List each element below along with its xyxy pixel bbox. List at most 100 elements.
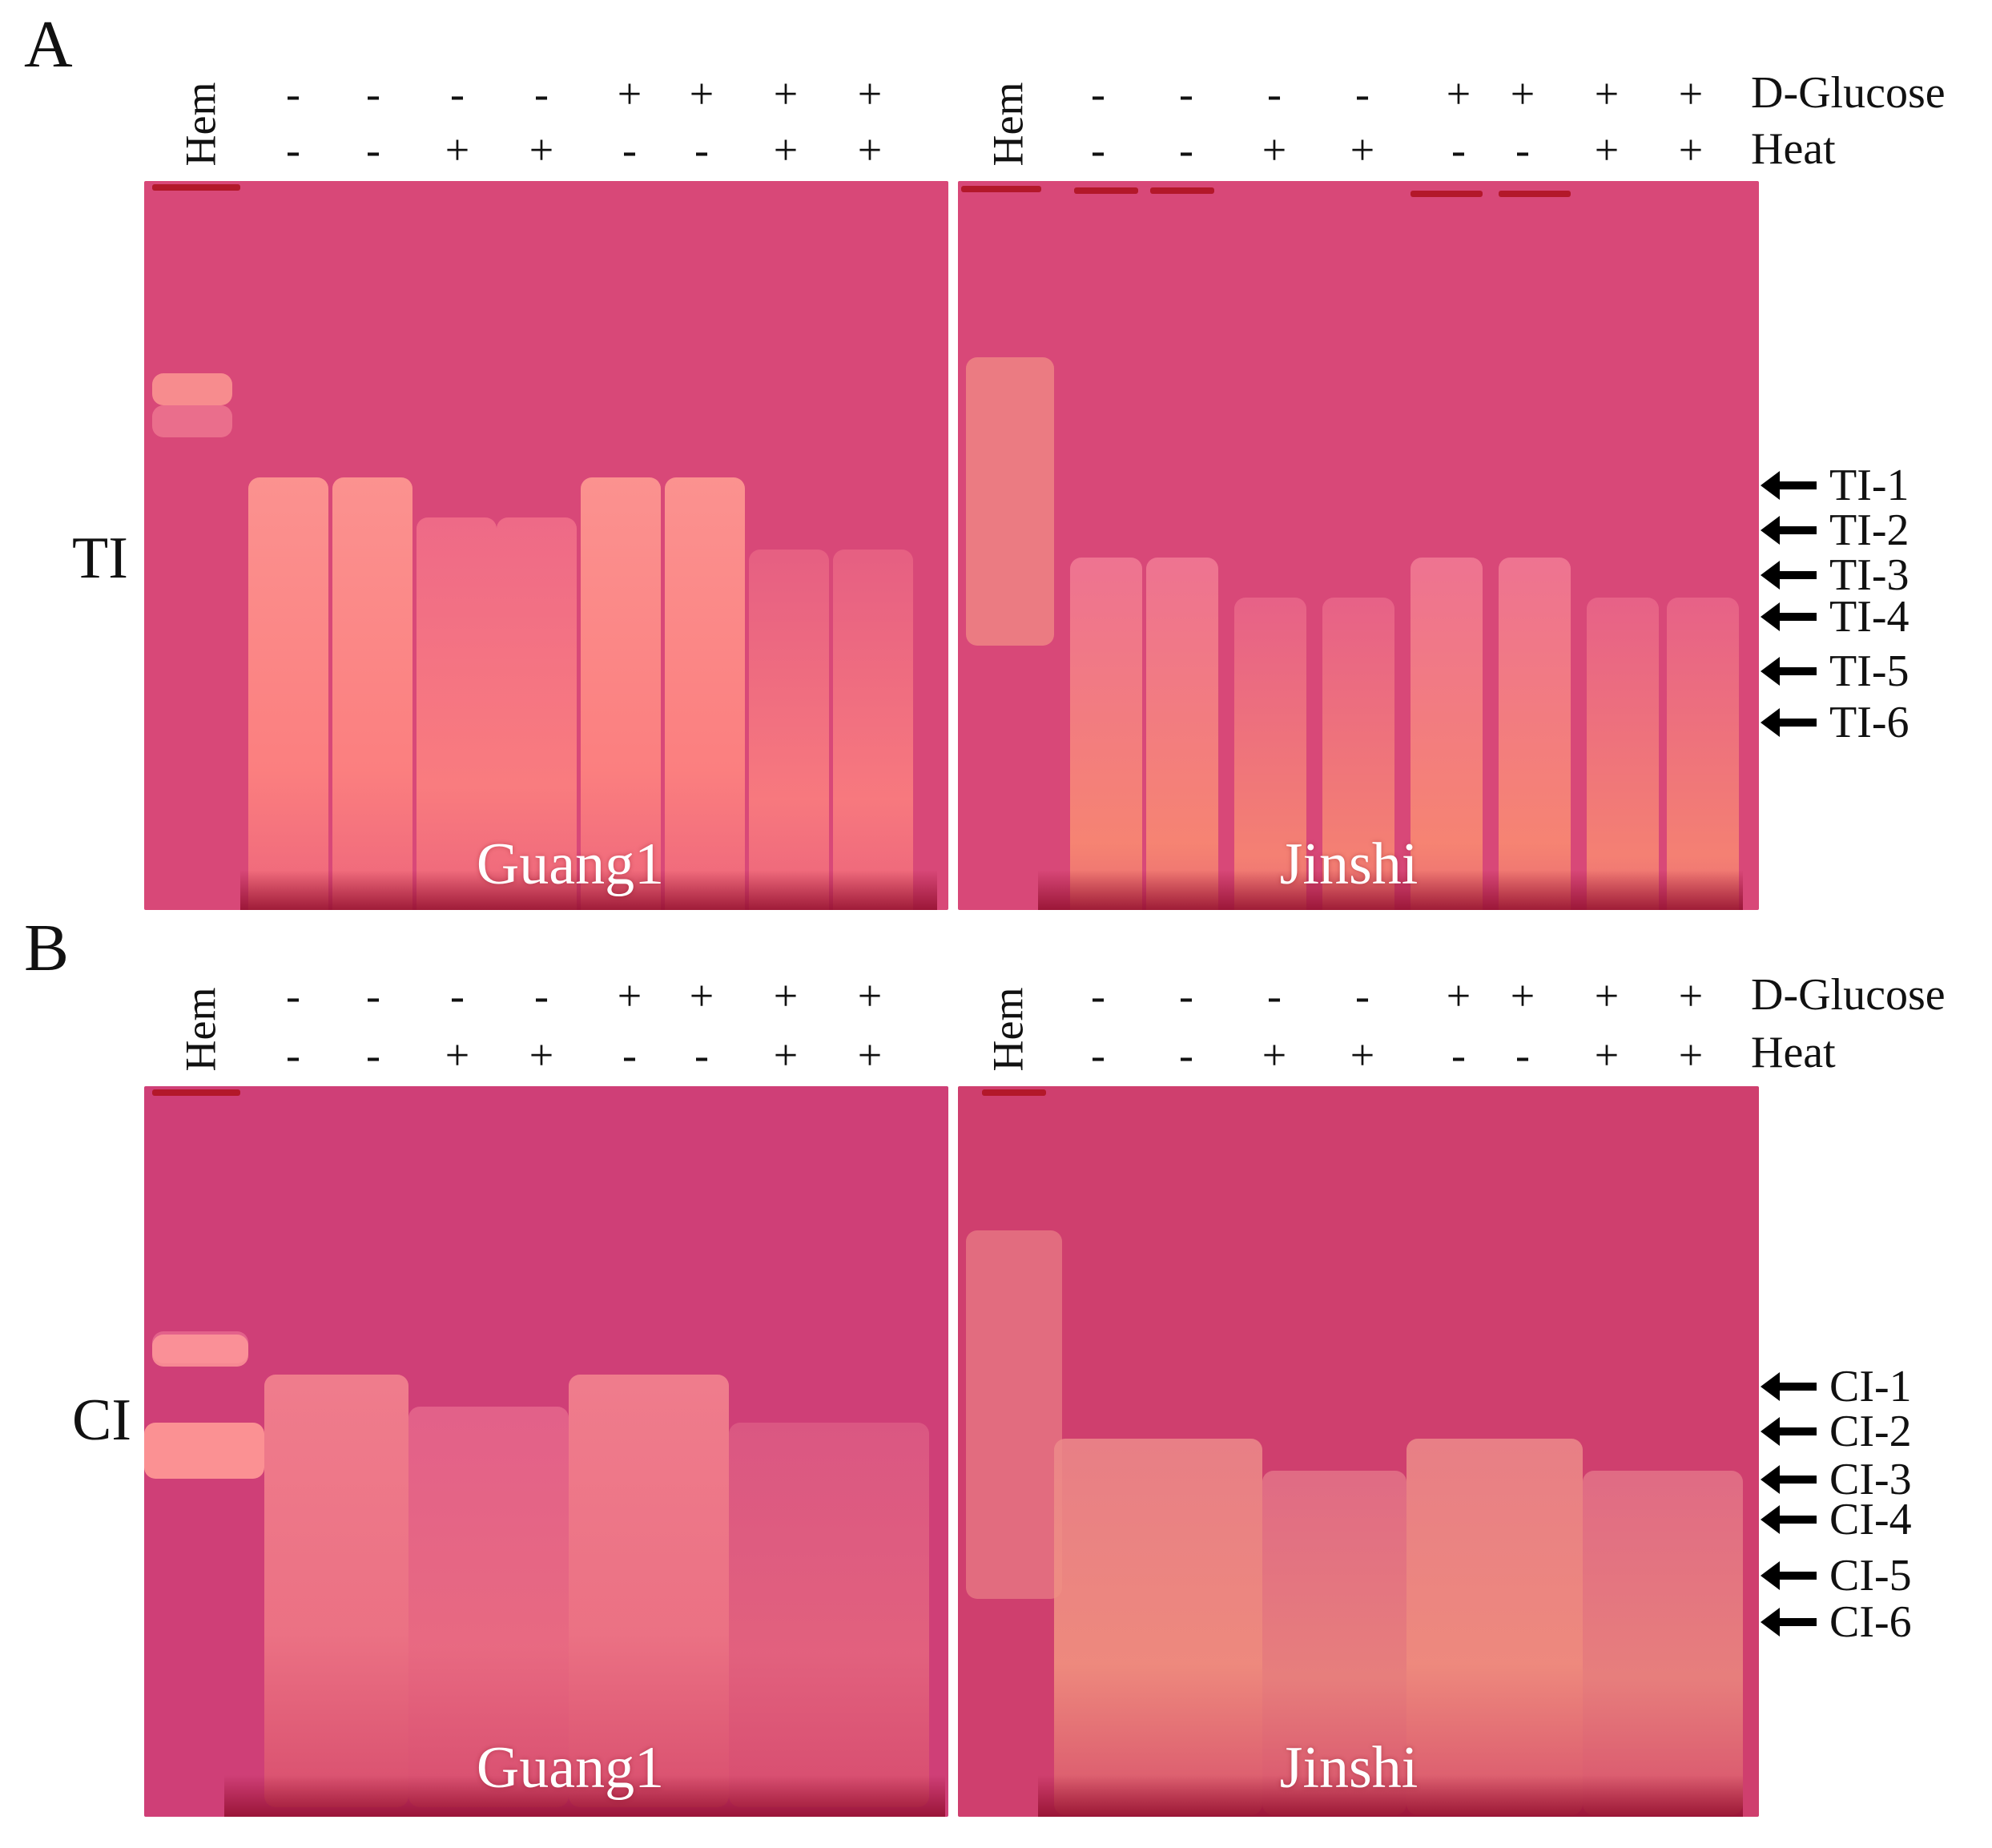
arrow-left-icon	[1761, 1372, 1817, 1401]
arrow-left-icon	[1761, 1417, 1817, 1446]
glucose-sign: +	[617, 972, 642, 1020]
glucose-sign: -	[366, 972, 380, 1020]
heat-sign: -	[1451, 1031, 1466, 1079]
heat-label: Heat	[1751, 1028, 1836, 1077]
band-label: TI-3	[1829, 550, 1910, 600]
glucose-sign: +	[689, 972, 714, 1020]
panel-letter-b: B	[24, 911, 70, 985]
band-label: TI-6	[1829, 698, 1910, 747]
heat-sign: +	[773, 126, 799, 174]
heat-sign: -	[1515, 126, 1530, 174]
glucose-sign: +	[857, 972, 883, 1020]
glucose-sign: -	[1267, 70, 1282, 118]
side-label-ti: TI	[72, 525, 128, 591]
glucose-sign: +	[773, 972, 799, 1020]
band-label: TI-4	[1829, 592, 1910, 642]
heat-sign: -	[622, 126, 637, 174]
heat-sign: +	[529, 1031, 554, 1079]
hem-label: Hem	[176, 82, 225, 167]
hem-label: Hem	[984, 987, 1032, 1072]
gel-label-jinshi: Jinshi	[1279, 831, 1419, 897]
glucose-sign: +	[1446, 972, 1471, 1020]
glucose-sign: -	[286, 70, 300, 118]
side-label-ci: CI	[72, 1387, 131, 1453]
arrow-left-icon	[1761, 1465, 1817, 1494]
glucose-sign: -	[1355, 972, 1370, 1020]
heat-sign: +	[1350, 126, 1375, 174]
glucose-sign: +	[1510, 70, 1535, 118]
arrow-left-icon	[1761, 471, 1817, 500]
heat-sign: +	[1350, 1031, 1375, 1079]
glucose-sign: -	[1355, 70, 1370, 118]
arrow-left-icon	[1761, 657, 1817, 686]
band-label: CI-1	[1829, 1362, 1912, 1411]
heat-sign: +	[445, 126, 470, 174]
band-label: CI-6	[1829, 1597, 1912, 1647]
band-label: TI-5	[1829, 646, 1910, 696]
band-label: CI-3	[1829, 1455, 1912, 1504]
heat-sign: -	[1179, 126, 1193, 174]
hem-label: Hem	[176, 987, 225, 1072]
gel-label-guang1: Guang1	[476, 831, 665, 897]
glucose-sign: -	[534, 972, 549, 1020]
band-label: CI-5	[1829, 1551, 1912, 1600]
heat-sign: -	[694, 1031, 709, 1079]
gel-image	[958, 1086, 1759, 1817]
glucose-sign: -	[286, 972, 300, 1020]
heat-sign: -	[1179, 1031, 1193, 1079]
arrow-left-icon	[1761, 561, 1817, 590]
heat-sign: +	[1678, 1031, 1704, 1079]
gel-label-jinshi: Jinshi	[1279, 1735, 1419, 1801]
gel-image	[144, 1086, 948, 1817]
band-label: CI-4	[1829, 1495, 1912, 1544]
glucose-sign: -	[1091, 972, 1105, 1020]
band-label: TI-1	[1829, 461, 1910, 510]
arrow-left-icon	[1761, 602, 1817, 631]
heat-sign: -	[366, 126, 380, 174]
heat-sign: +	[529, 126, 554, 174]
glucose-sign: -	[1091, 70, 1105, 118]
heat-sign: +	[445, 1031, 470, 1079]
band-label: TI-2	[1829, 505, 1910, 555]
arrow-left-icon	[1761, 708, 1817, 737]
heat-sign: -	[622, 1031, 637, 1079]
glucose-sign: -	[534, 70, 549, 118]
glucose-sign: -	[1267, 972, 1282, 1020]
d-glucose-label: D-Glucose	[1751, 970, 1946, 1020]
gel-image	[144, 181, 948, 910]
heat-sign: +	[857, 1031, 883, 1079]
glucose-sign: +	[1446, 70, 1471, 118]
heat-sign: +	[1594, 126, 1620, 174]
glucose-sign: +	[1594, 972, 1620, 1020]
heat-sign: +	[1262, 126, 1287, 174]
glucose-sign: -	[1179, 972, 1193, 1020]
panel-letter-a: A	[24, 7, 73, 82]
heat-sign: -	[286, 1031, 300, 1079]
heat-sign: -	[1515, 1031, 1530, 1079]
heat-sign: -	[1091, 126, 1105, 174]
arrow-left-icon	[1761, 1561, 1817, 1590]
heat-sign: +	[1594, 1031, 1620, 1079]
d-glucose-label: D-Glucose	[1751, 68, 1946, 118]
band-label: CI-2	[1829, 1407, 1912, 1456]
heat-sign: -	[1451, 126, 1466, 174]
glucose-sign: -	[366, 70, 380, 118]
glucose-sign: +	[1678, 972, 1704, 1020]
heat-sign: +	[773, 1031, 799, 1079]
heat-sign: -	[1091, 1031, 1105, 1079]
heat-sign: -	[366, 1031, 380, 1079]
glucose-sign: +	[857, 70, 883, 118]
heat-sign: +	[857, 126, 883, 174]
heat-sign: +	[1678, 126, 1704, 174]
glucose-sign: +	[689, 70, 714, 118]
glucose-sign: +	[1678, 70, 1704, 118]
glucose-sign: +	[773, 70, 799, 118]
heat-sign: +	[1262, 1031, 1287, 1079]
glucose-sign: -	[450, 70, 465, 118]
heat-sign: -	[694, 126, 709, 174]
glucose-sign: +	[1594, 70, 1620, 118]
heat-sign: -	[286, 126, 300, 174]
heat-label: Heat	[1751, 124, 1836, 174]
glucose-sign: +	[1510, 972, 1535, 1020]
glucose-sign: -	[450, 972, 465, 1020]
